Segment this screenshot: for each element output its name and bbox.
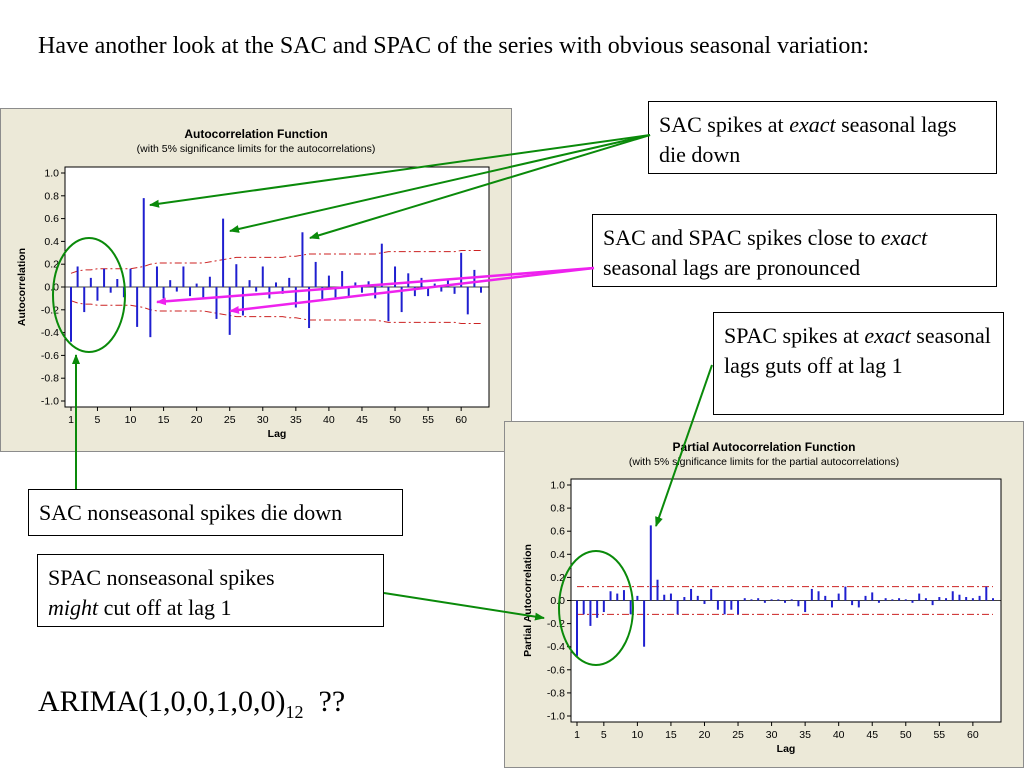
pacf-x-tick-label: 10 (632, 729, 644, 741)
pacf-y-tick-label: 0.2 (550, 572, 565, 584)
pacf-y-tick-label: 0.4 (550, 549, 565, 561)
callout-text: seasonal lags are pronounced (603, 255, 861, 280)
callout-text: SPAC spikes at (724, 323, 865, 348)
pacf-plot: 1.00.80.60.40.20.0-0.2-0.4-0.6-0.8-1.01 5… (522, 478, 1002, 755)
pacf-x-tick-label: 15 (665, 729, 677, 741)
model-subscript: 12 (285, 702, 304, 722)
acf-lower-limit (70, 300, 481, 324)
callout-emphasis: exact (864, 323, 911, 348)
acf-y-tick-label: -0.6 (41, 350, 59, 362)
callout-emphasis: might (48, 595, 99, 620)
pacf-chart-panel: Partial Autocorrelation Function (with 5… (504, 421, 1024, 768)
acf-chart-panel: Autocorrelation Function (with 5% signif… (0, 108, 512, 452)
acf-x-tick-label: 60 (455, 414, 467, 426)
pacf-x-tick-label: 50 (900, 729, 912, 741)
acf-y-axis-label: Autocorrelation (16, 248, 28, 326)
acf-y-tick-label: 0.0 (44, 282, 59, 294)
pacf-x-tick-label: 55 (933, 729, 945, 741)
callout-spac-exact: SPAC spikes at exact seasonal lags guts … (713, 312, 1004, 415)
acf-x-tick-label: 45 (356, 414, 368, 426)
pacf-y-tick-label: 1.0 (550, 480, 565, 492)
acf-y-tick-label: 0.2 (44, 259, 59, 271)
acf-y-tick-label: -0.2 (41, 304, 59, 316)
pacf-y-tick-label: -0.2 (547, 618, 565, 630)
pacf-x-tick-label: 25 (732, 729, 744, 741)
callout-emphasis: exact (880, 225, 928, 250)
acf-x-axis-label: Lag (268, 428, 287, 440)
acf-x-tick-label: 5 (95, 414, 101, 426)
model-main: ARIMA(1,0,0,1,0,0) (38, 685, 286, 718)
acf-x-tick-label: 1 (68, 414, 74, 426)
pacf-y-tick-label: -0.8 (547, 687, 565, 699)
pacf-y-tick-label: -1.0 (547, 711, 565, 723)
acf-y-tick-label: 0.8 (44, 190, 59, 202)
callout-text: SAC spikes at (659, 112, 790, 137)
callout-text: SAC and SPAC spikes close to (603, 225, 881, 250)
model-label: ARIMA(1,0,0,1,0,0)12 ?? (38, 682, 345, 732)
pacf-y-tick-label: -0.6 (547, 664, 565, 676)
acf-y-tick-label: 1.0 (44, 168, 59, 180)
acf-y-tick-label: 0.6 (44, 213, 59, 225)
callout-text: seasonal lags guts off at lag 1 (724, 323, 991, 378)
pacf-x-tick-label: 20 (699, 729, 711, 741)
pacf-y-tick-label: -0.4 (547, 641, 565, 653)
acf-plot: 1.00.80.60.40.20.0-0.2-0.4-0.6-0.8-1.01 5… (16, 166, 490, 440)
pacf-x-axis-label: Lag (777, 743, 796, 755)
pacf-y-tick-label: 0.8 (550, 503, 565, 515)
callout-text: cut off at lag 1 (98, 595, 232, 620)
pacf-y-tick-label: 0.6 (550, 526, 565, 538)
acf-x-tick-label: 35 (290, 414, 302, 426)
callout-sac-nonseasonal: SAC nonseasonal spikes die down (28, 489, 403, 536)
acf-x-tick-label: 30 (257, 414, 269, 426)
pacf-y-tick-label: 0.0 (550, 595, 565, 607)
model-suffix: ?? (318, 685, 346, 718)
pacf-x-tick-label: 30 (766, 729, 778, 741)
acf-x-tick-label: 10 (125, 414, 137, 426)
slide-heading: Have another look at the SAC and SPAC of… (38, 33, 869, 59)
acf-y-tick-label: 0.4 (44, 236, 59, 248)
callout-text: SPAC nonseasonal spikes (48, 565, 275, 590)
pacf-x-tick-label: 35 (799, 729, 811, 741)
callout-spac-nonseasonal: SPAC nonseasonal spikes might cut off at… (37, 554, 384, 627)
pacf-x-tick-label: 60 (967, 729, 979, 741)
acf-x-tick-label: 20 (191, 414, 203, 426)
pacf-x-tick-label: 40 (833, 729, 845, 741)
acf-x-tick-label: 15 (158, 414, 170, 426)
pacf-y-axis-label: Partial Autocorrelation (522, 544, 534, 657)
acf-x-tick-label: 25 (224, 414, 236, 426)
acf-y-tick-label: -0.8 (41, 373, 59, 385)
callout-sac-exact: SAC spikes at exact seasonal lags die do… (648, 101, 997, 174)
acf-y-tick-label: -1.0 (41, 396, 59, 408)
acf-x-tick-label: 55 (422, 414, 434, 426)
acf-x-tick-label: 50 (389, 414, 401, 426)
pacf-x-tick-label: 1 (574, 729, 580, 741)
pacf-x-tick-label: 45 (866, 729, 878, 741)
callout-text: SAC nonseasonal spikes die down (39, 500, 343, 525)
pacf-title: Partial Autocorrelation Function (672, 440, 856, 454)
callout-emphasis: exact (789, 112, 836, 137)
acf-upper-limit (70, 250, 481, 274)
callout-close-to-exact: SAC and SPAC spikes close to exact seaso… (592, 214, 997, 287)
callout-text: seasonal lags die down (659, 112, 957, 167)
acf-y-tick-label: -0.4 (41, 327, 59, 339)
pacf-x-tick-label: 5 (601, 729, 607, 741)
acf-x-tick-label: 40 (323, 414, 335, 426)
